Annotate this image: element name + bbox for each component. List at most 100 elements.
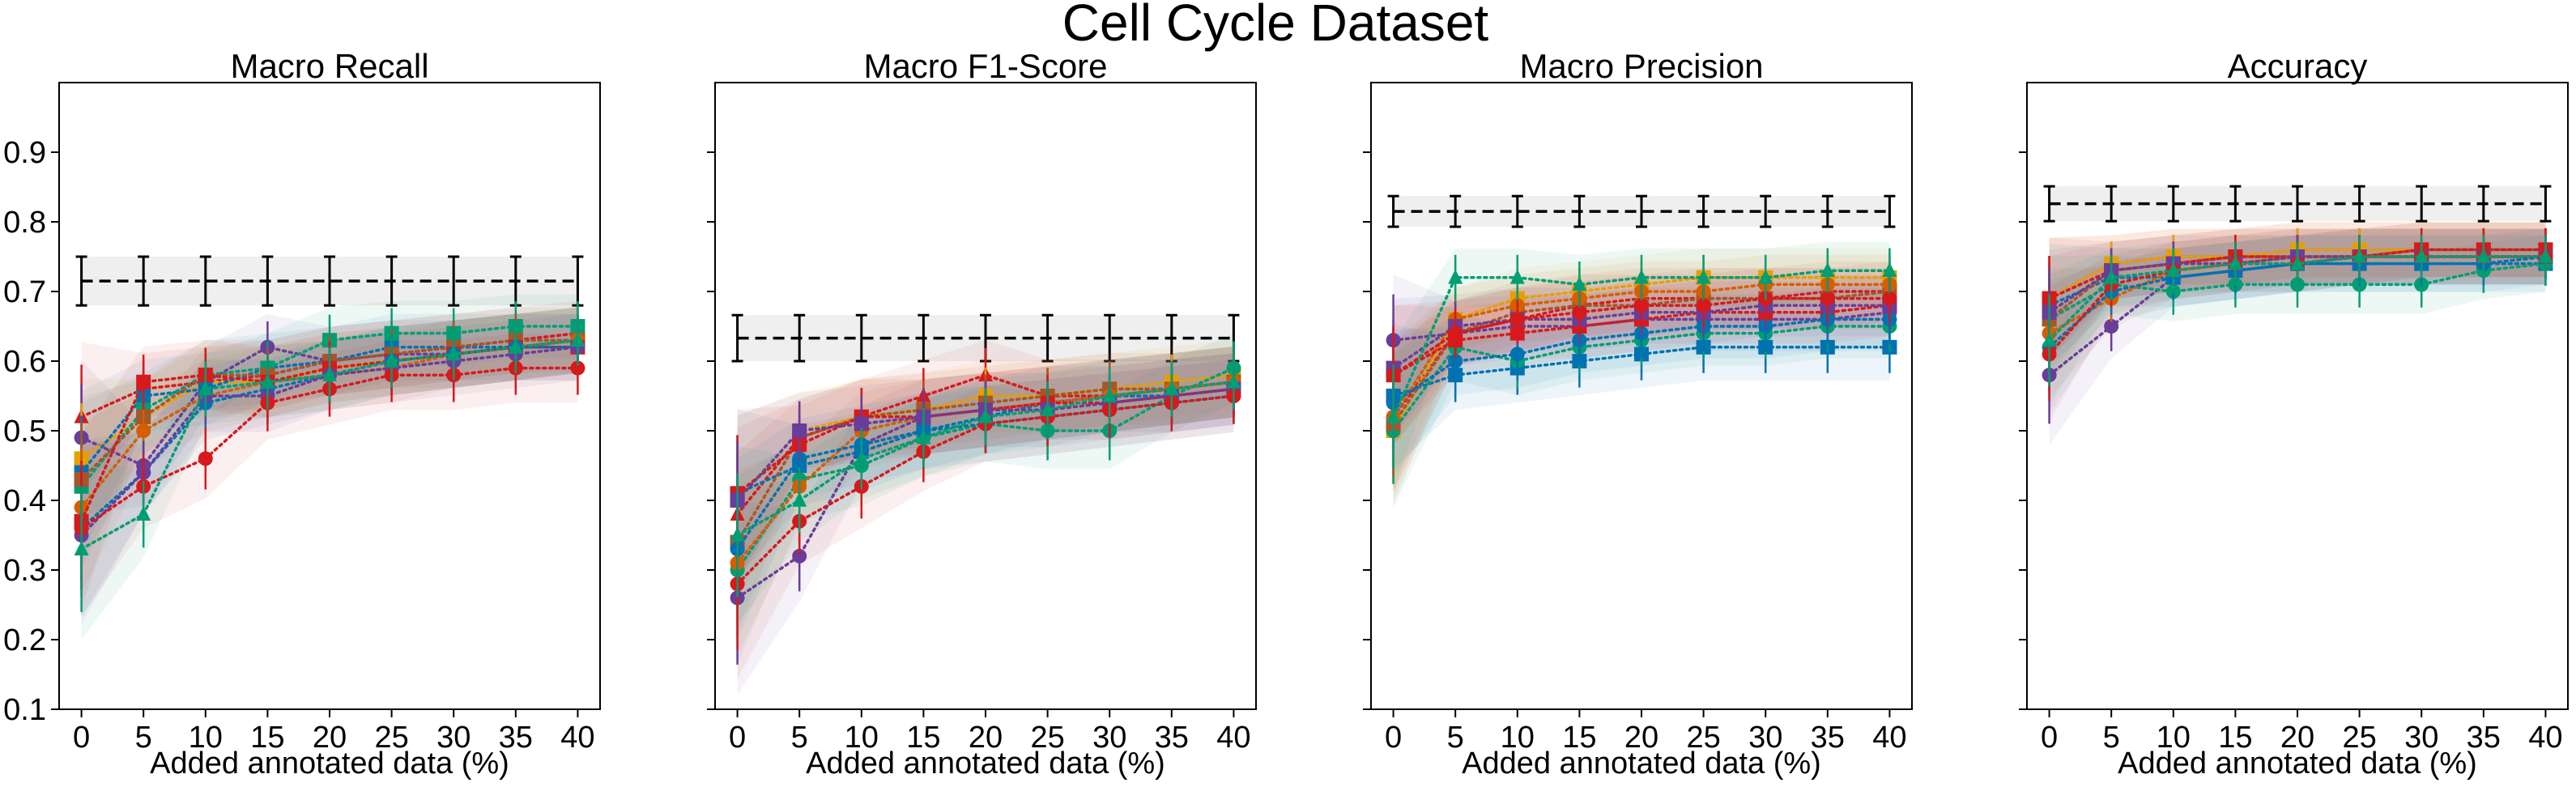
chart-0-series-10-line (79, 366, 580, 530)
chart-2-xtick-label: 5 (1447, 721, 1464, 755)
chart-0-xtick-label: 0 (73, 721, 90, 755)
chart-2-xtick-label: 0 (1385, 721, 1402, 755)
chart-1-xtick-label: 5 (791, 721, 808, 755)
chart-0-xtick-label: 15 (250, 721, 284, 755)
chart-2-series-11-point (1820, 262, 1835, 277)
chart-0-ytick-label: 0.7 (3, 275, 46, 309)
chart-0-series-7-line (79, 346, 580, 523)
chart-0-xtick-label: 40 (560, 721, 594, 755)
chart-1-series-11-point (730, 526, 745, 542)
chart-0-series-11-point (198, 381, 213, 396)
chart-1-title: Macro F1-Score (863, 47, 1107, 85)
chart-2-series-10-point (1448, 325, 1463, 341)
chart-3-xtick-label: 15 (2218, 721, 2252, 755)
chart-2-series-11-point (1696, 269, 1711, 284)
chart-3-series-11-point (2476, 248, 2491, 263)
chart-2-series-11-point (1572, 276, 1587, 291)
chart-2-xtick-label: 25 (1686, 721, 1720, 755)
chart-2-title: Macro Precision (1519, 47, 1763, 85)
chart-0-series-11-point (446, 346, 462, 361)
chart-0-ytick-label: 0.4 (3, 484, 46, 518)
chart-1-panel: Macro F1-Score 0 5 10 15 20 25 30 35 40 Added anno… (707, 47, 1257, 781)
chart-0-xtick-label: 10 (189, 721, 223, 755)
chart-0-series-6-point (136, 423, 151, 438)
chart-0-series-11-point (570, 331, 585, 347)
chart-2-series-8-point (1448, 354, 1463, 368)
chart-3-series-11-point (2228, 255, 2243, 270)
chart-0-ytick-label: 0.6 (3, 345, 46, 379)
chart-1-xlabel: Added annotated data (%) (806, 747, 1165, 781)
chart-0-ytick-label: 0.3 (3, 554, 46, 588)
chart-0-xtick-label: 35 (499, 721, 533, 755)
chart-3-xtick-label: 35 (2467, 721, 2501, 755)
chart-1-xtick-label: 25 (1030, 721, 1064, 755)
chart-0-ytick-label: 0.9 (3, 136, 46, 170)
chart-3-xtick-label: 25 (2342, 721, 2376, 755)
chart-2-xtick-label: 30 (1748, 721, 1782, 755)
chart-2-xtick-label: 40 (1872, 721, 1906, 755)
chart-2-series-10-point (1696, 298, 1711, 313)
chart-3-xtick-label: 20 (2280, 721, 2314, 755)
chart-1-series-11-point (1102, 387, 1118, 402)
chart-0-xtick-label: 25 (374, 721, 408, 755)
chart-2-xtick-label: 35 (1811, 721, 1845, 755)
panels: Macro Recall 0.1 0.2 0.3 0.4 0.5 0.6 0.7 0.8 0.9 0… (3, 47, 2569, 781)
chart-2-series-8-point (1509, 347, 1525, 362)
chart-2-series-11-point (1882, 262, 1897, 277)
chart-2-series-10-point (1820, 291, 1835, 306)
chart-2-series-10-line (1391, 296, 1892, 376)
chart-3-series-11-point (2538, 248, 2553, 263)
chart-0-ytick-label: 0.1 (3, 693, 46, 727)
chart-3-series-11-point (2414, 248, 2429, 263)
chart-3-xtick-label: 0 (2041, 721, 2058, 755)
chart-2-xtick-label: 20 (1624, 721, 1658, 755)
chart-2-series-10-point (1509, 312, 1525, 327)
chart-3-series-11-point (2352, 248, 2367, 263)
chart-1-xtick-label: 30 (1092, 721, 1126, 755)
chart-3-xtick-label: 40 (2528, 721, 2562, 755)
chart-3-title: Accuracy (2228, 47, 2368, 85)
chart-2-series-11-point (1386, 408, 1401, 423)
chart-1-series-11-point (916, 429, 931, 445)
chart-0-ytick-label: 0.2 (3, 623, 46, 657)
chart-2-series-11-point (1448, 269, 1463, 284)
chart-0-series-10-point (198, 451, 213, 466)
chart-1-series-11-line (735, 381, 1236, 537)
chart-0-series-11-point (260, 373, 275, 389)
chart-2-xtick-label: 15 (1562, 721, 1596, 755)
chart-0-series-11-point (74, 540, 89, 555)
chart-1-series-11-point (1040, 401, 1055, 416)
chart-2-panel: Macro Precision 0 5 10 15 20 25 30 35 40 Added ann… (1363, 47, 1913, 781)
chart-3-xlabel: Added annotated data (%) (2118, 747, 2477, 781)
chart-0-series-10-point (570, 360, 585, 376)
chart-0-xlabel: Added annotated data (%) (150, 747, 509, 781)
chart-1-xtick-label: 0 (729, 721, 746, 755)
chart-1-series-11-point (792, 491, 807, 507)
chart-3-xtick-label: 30 (2404, 721, 2438, 755)
chart-2-series-10-point (1572, 304, 1587, 320)
chart-1-series-11-point (854, 450, 869, 466)
chart-0-series-11-point (384, 352, 399, 368)
chart-0-series-10-band (81, 333, 578, 617)
figure-title: Cell Cycle Dataset (1062, 0, 1489, 52)
chart-1-xtick-label: 20 (969, 721, 1003, 755)
chart-2-series-10-point (1882, 291, 1897, 306)
chart-1-series-11-point (1226, 373, 1241, 389)
chart-1-xtick-label: 10 (845, 721, 879, 755)
chart-2-series-10-point (1634, 298, 1649, 313)
chart-0-xtick-label: 30 (436, 721, 470, 755)
chart-1-series-2-line (735, 373, 1236, 502)
chart-3-series-11-point (2104, 269, 2119, 284)
chart-2-series-8-line (1391, 317, 1892, 405)
chart-0-ytick-label: 0.8 (3, 206, 46, 240)
chart-1-xtick-label: 15 (906, 721, 940, 755)
chart-1-xtick-label: 35 (1155, 721, 1189, 755)
chart-2-series-11-point (1509, 269, 1525, 284)
chart-2-series-11-point (1634, 269, 1649, 284)
chart-0-ytick-label: 0.5 (3, 415, 46, 449)
chart-1-series-9-point (854, 416, 869, 432)
chart-0-title: Macro Recall (230, 47, 428, 85)
chart-0-series-11-point (322, 366, 337, 381)
chart-3-panel: Accuracy 0 5 10 15 20 25 30 35 40 Added annotated … (2019, 47, 2569, 781)
